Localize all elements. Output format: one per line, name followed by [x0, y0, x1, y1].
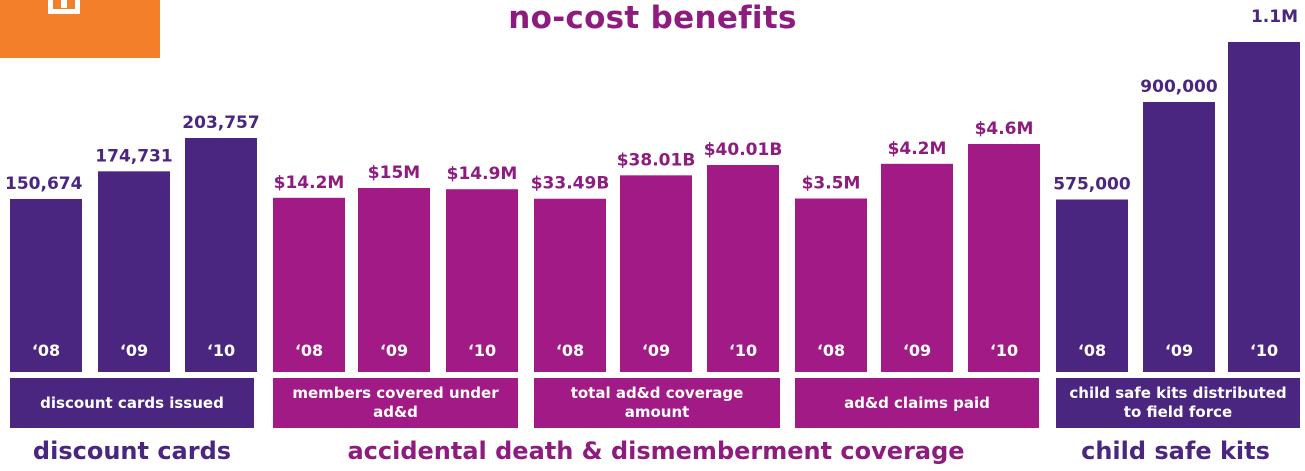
year-label-3-2: ‘10 [990, 341, 1018, 360]
bar-1-2 [446, 189, 518, 372]
year-label-1-0: ‘08 [295, 341, 323, 360]
bar-3-0 [795, 198, 867, 372]
bar-0-2 [185, 138, 257, 372]
value-label-2-0: $33.49B [531, 174, 610, 194]
metric-label-child-safe-kits: child safe kits distributed to field for… [1056, 378, 1300, 428]
value-label-1-0: $14.2M [274, 173, 345, 193]
year-label-4-0: ‘08 [1078, 341, 1106, 360]
logo [0, 0, 160, 58]
year-label-0-2: ‘10 [207, 341, 235, 360]
year-label-0-0: ‘08 [32, 341, 60, 360]
bar-2-1 [620, 175, 692, 372]
bar-4-0 [1056, 199, 1128, 372]
year-label-3-1: ‘09 [903, 341, 931, 360]
bar-2-2 [707, 165, 779, 372]
year-label-2-2: ‘10 [729, 341, 757, 360]
value-label-4-0: 575,000 [1053, 175, 1131, 195]
value-label-0-1: 174,731 [95, 146, 172, 166]
metric-label-total-coverage: total ad&d coverage amount [534, 378, 780, 428]
value-label-1-2: $14.9M [447, 164, 518, 184]
value-label-3-0: $3.5M [802, 174, 861, 194]
bar-3-2 [968, 144, 1040, 372]
bar-1-1 [358, 188, 430, 372]
bar-2-0 [534, 198, 606, 372]
group-label-child-safe-kits: child safe kits [1081, 437, 1270, 465]
value-label-1-1: $15M [368, 163, 420, 183]
year-label-4-2: ‘10 [1250, 341, 1278, 360]
year-label-0-1: ‘09 [120, 341, 148, 360]
bar-3-1 [881, 163, 953, 372]
metric-label-claims-paid: ad&d claims paid [795, 378, 1039, 428]
value-label-0-2: 203,757 [182, 113, 259, 133]
value-label-3-1: $4.2M [888, 139, 947, 159]
value-label-2-2: $40.01B [704, 140, 783, 160]
year-label-1-2: ‘10 [468, 341, 496, 360]
metric-label-members-covered: members covered under ad&d [273, 378, 518, 428]
chart-title: no-cost benefits [508, 0, 797, 36]
year-label-2-1: ‘09 [642, 341, 670, 360]
bar-4-2 [1228, 42, 1300, 372]
bar-0-1 [98, 171, 170, 372]
bar-0-0 [10, 198, 82, 372]
metric-label-discount-cards: discount cards issued [10, 378, 254, 428]
year-label-1-1: ‘09 [380, 341, 408, 360]
value-label-4-2: 1.1M [1251, 7, 1298, 27]
group-label-discount-cards: discount cards [32, 437, 232, 465]
group-label-add-coverage: accidental death & dismemberment coverag… [347, 437, 965, 465]
year-label-3-0: ‘08 [817, 341, 845, 360]
bar-1-0 [273, 197, 345, 372]
value-label-2-1: $38.01B [617, 150, 696, 170]
value-label-0-0: 150,674 [5, 174, 83, 194]
value-label-3-2: $4.6M [975, 119, 1034, 139]
logo-icon [48, 0, 80, 14]
year-label-4-1: ‘09 [1165, 341, 1193, 360]
bar-charts: ‘08 150,674 ‘09 174,731 ‘10 203,757 ‘08 $14.2M ‘… [5, 7, 1300, 372]
year-label-2-0: ‘08 [556, 341, 584, 360]
value-label-4-1: 900,000 [1140, 77, 1218, 97]
bar-4-1 [1143, 102, 1215, 372]
